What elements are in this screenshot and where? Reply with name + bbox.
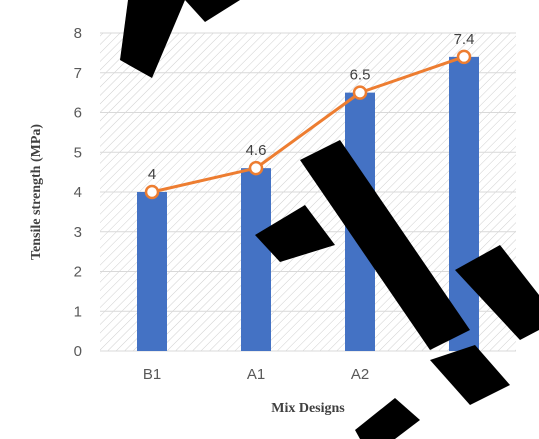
watermark-stroke-6 xyxy=(455,245,539,340)
data-label-B1: 4 xyxy=(148,166,156,183)
data-label-A2: 6.5 xyxy=(350,67,371,84)
trend-line xyxy=(144,49,472,200)
gridlines xyxy=(100,32,516,352)
y-tick-label: 5 xyxy=(74,144,82,161)
y-tick-label: 1 xyxy=(74,303,82,320)
y-tick-label: 6 xyxy=(74,105,82,122)
watermark-stroke-2 xyxy=(185,0,240,22)
bar-A3 xyxy=(449,56,479,351)
data-labels: 4 4.6 6.5 7.4 xyxy=(148,31,475,183)
watermark-stroke-1 xyxy=(120,0,185,78)
y-tick-label: 7 xyxy=(74,65,82,82)
y-axis-ticks: 0 1 2 3 4 5 6 7 8 xyxy=(74,25,82,360)
line-point-B1 xyxy=(144,184,160,200)
y-tick-label: 3 xyxy=(74,224,82,241)
line-point-A1 xyxy=(248,160,264,176)
watermark-stroke-3 xyxy=(255,205,335,262)
watermark-stroke-7 xyxy=(430,345,510,405)
x-tick-label: A1 xyxy=(247,366,265,383)
line-point-A2 xyxy=(352,85,368,100)
bar-A1 xyxy=(241,168,271,351)
watermark-stroke-4 xyxy=(300,140,470,350)
x-axis-title: Mix Designs xyxy=(271,401,345,416)
y-axis-title: Tensile strength (MPa) xyxy=(29,124,44,260)
y-tick-label: 8 xyxy=(74,25,82,42)
x-tick-label: A2 xyxy=(351,366,369,383)
line-series xyxy=(151,55,465,194)
data-label-A1: 4.6 xyxy=(246,142,267,159)
y-tick-label: 4 xyxy=(74,184,82,201)
watermark xyxy=(120,0,539,439)
y-tick-label: 2 xyxy=(74,264,82,281)
y-tick-label: 0 xyxy=(74,343,82,360)
watermark-stroke-5 xyxy=(355,398,420,439)
bar-B1 xyxy=(137,192,167,351)
x-tick-label: B1 xyxy=(143,366,161,383)
data-label-A3: 7.4 xyxy=(454,31,475,48)
line-point-A3 xyxy=(456,49,472,65)
